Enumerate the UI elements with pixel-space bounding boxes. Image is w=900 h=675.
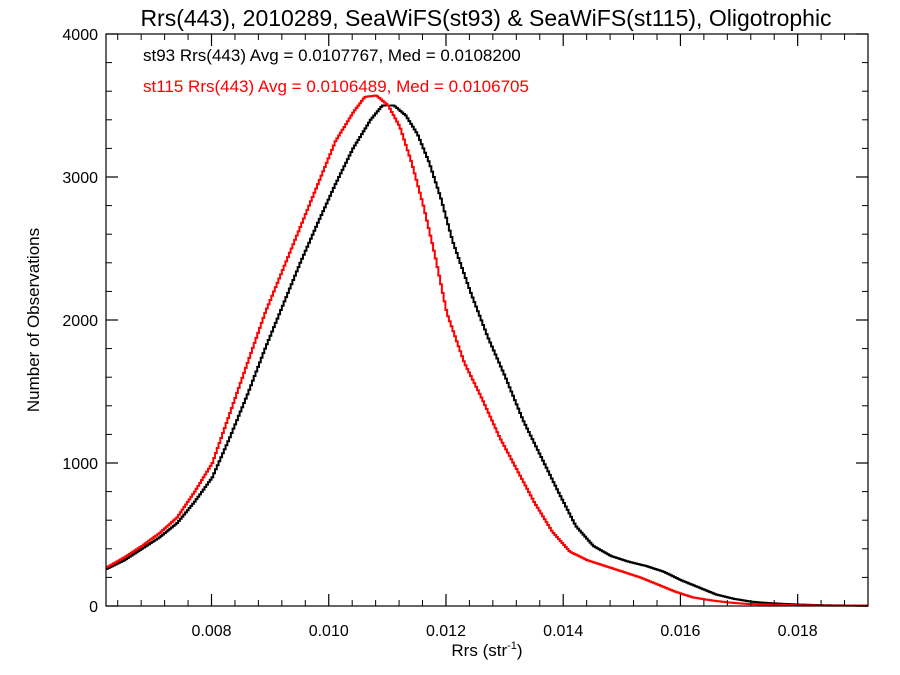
x-axis-label: Rrs (str-1) [451, 640, 522, 660]
x-tick-label: 0.018 [778, 623, 818, 640]
y-tick-label: 1000 [62, 456, 98, 473]
y-tick-label: 2000 [62, 313, 98, 330]
y-tick-label: 0 [89, 599, 98, 616]
series-layer [106, 94, 869, 607]
x-tick-label: 0.014 [543, 623, 583, 640]
x-axis-label-close: ) [517, 641, 523, 660]
x-axis-label-superscript: -1 [507, 640, 517, 652]
histogram-series-1 [106, 94, 868, 607]
y-tick-label: 3000 [62, 170, 98, 187]
legend-entry-st93: st93 Rrs(443) Avg = 0.0107767, Med = 0.0… [143, 46, 521, 65]
y-axis-ticks [106, 33, 868, 607]
x-tick-label: 0.016 [660, 623, 700, 640]
y-tick-label: 4000 [62, 27, 98, 44]
x-axis-label-text: Rrs (str [451, 641, 507, 660]
y-axis-label: Number of Observations [24, 228, 43, 412]
histogram-series-0 [106, 104, 869, 607]
x-tick-label: 0.010 [309, 623, 349, 640]
x-axis-tick-labels: 0.008 0.010 0.012 0.014 0.016 0.018 [191, 623, 817, 640]
x-axis-ticks [117, 34, 869, 606]
chart-title: Rrs(443), 2010289, SeaWiFS(st93) & SeaWi… [140, 5, 831, 31]
plot-frame [105, 33, 869, 607]
legend-entry-st115: st115 Rrs(443) Avg = 0.0106489, Med = 0.… [143, 77, 529, 96]
x-tick-label: 0.008 [191, 623, 231, 640]
x-tick-label: 0.012 [426, 623, 466, 640]
y-axis-tick-labels: 0 1000 2000 3000 4000 [62, 27, 98, 616]
